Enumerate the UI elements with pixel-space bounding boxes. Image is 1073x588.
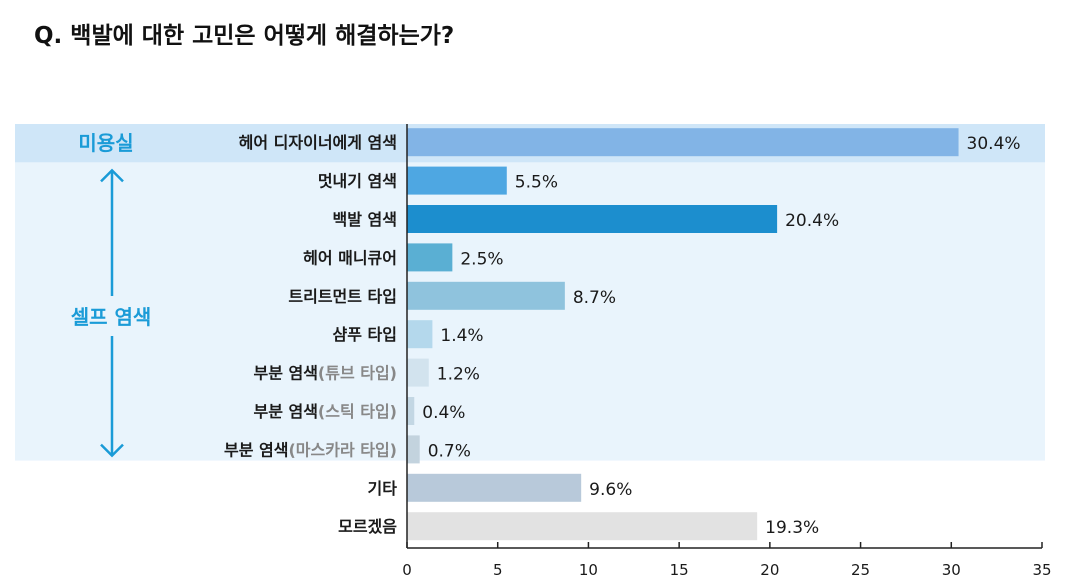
value-label: 9.6%: [589, 480, 632, 500]
category-label-main: 모르겠음: [338, 517, 397, 536]
category-label-main: 헤어 매니큐어: [303, 248, 397, 267]
category-label: 샴푸 타입: [333, 325, 397, 344]
category-label-main: 트리트먼트 타입: [288, 287, 397, 306]
group-label-self-dye: 셀프 염색: [71, 305, 152, 329]
value-label: 0.7%: [428, 441, 471, 461]
arrow-head-down: [100, 443, 124, 458]
category-label-main: 멋내기 염색: [318, 172, 397, 191]
category-label: 백발 염색: [333, 210, 397, 229]
category-label: 부분 염색(튜브 타입): [253, 364, 397, 383]
bar: [407, 358, 429, 387]
value-label: 0.4%: [422, 403, 465, 423]
bar: [407, 281, 565, 310]
x-tick-label: 15: [670, 561, 689, 579]
category-label-sub: (튜브 타입): [318, 364, 397, 383]
category-label: 트리트먼트 타입: [288, 287, 397, 306]
x-tick-label: 20: [760, 561, 779, 579]
bar: [407, 320, 433, 349]
value-label: 5.5%: [515, 173, 558, 193]
bar: [407, 512, 758, 541]
category-label: 모르겠음: [338, 517, 397, 536]
bar: [407, 397, 415, 425]
x-tick-label: 0: [402, 561, 412, 579]
arrow-head-up: [100, 168, 124, 183]
x-tick-label: 5: [493, 561, 503, 579]
x-tick-label: 30: [942, 561, 961, 579]
value-label: 20.4%: [785, 211, 839, 231]
x-tick-label: 35: [1032, 561, 1051, 579]
category-label: 부분 염색(스틱 타입): [253, 402, 397, 421]
chart-title: Q. 백발에 대한 고민은 어떻게 해결하는가?: [34, 23, 455, 49]
bar: [407, 205, 778, 233]
value-label: 8.7%: [573, 288, 616, 308]
bar: [407, 166, 507, 195]
category-label-main: 헤어 디자이너에게 염색: [239, 133, 397, 152]
category-label-sub: (스틱 타입): [318, 402, 397, 421]
bar: [407, 243, 453, 272]
bar: [407, 473, 582, 502]
x-tick-label: 10: [579, 561, 598, 579]
category-label-main: 부분 염색: [253, 402, 317, 421]
category-label-main: 기타: [368, 479, 398, 498]
category-label: 헤어 매니큐어: [303, 248, 397, 267]
value-label: 30.4%: [967, 134, 1021, 154]
bar: [407, 128, 959, 157]
group-label-gap: [60, 298, 162, 332]
x-tick-label: 25: [851, 561, 870, 579]
category-label: 기타: [368, 479, 398, 498]
category-label: 헤어 디자이너에게 염색: [239, 133, 397, 152]
value-label: 1.2%: [437, 365, 480, 385]
category-label-main: 샴푸 타입: [333, 325, 397, 344]
value-label: 2.5%: [460, 249, 503, 269]
value-label: 1.4%: [440, 326, 483, 346]
category-label-sub: (마스카라 타입): [288, 440, 397, 459]
group-label-salon: 미용실: [78, 131, 133, 155]
category-label-main: 백발 염색: [333, 210, 397, 229]
category-label-main: 부분 염색: [224, 440, 288, 459]
category-label: 멋내기 염색: [318, 172, 397, 191]
category-label: 부분 염색(마스카라 타입): [224, 440, 397, 459]
category-label-main: 부분 염색: [253, 364, 317, 383]
value-label: 19.3%: [765, 518, 819, 538]
bar: [407, 435, 420, 464]
